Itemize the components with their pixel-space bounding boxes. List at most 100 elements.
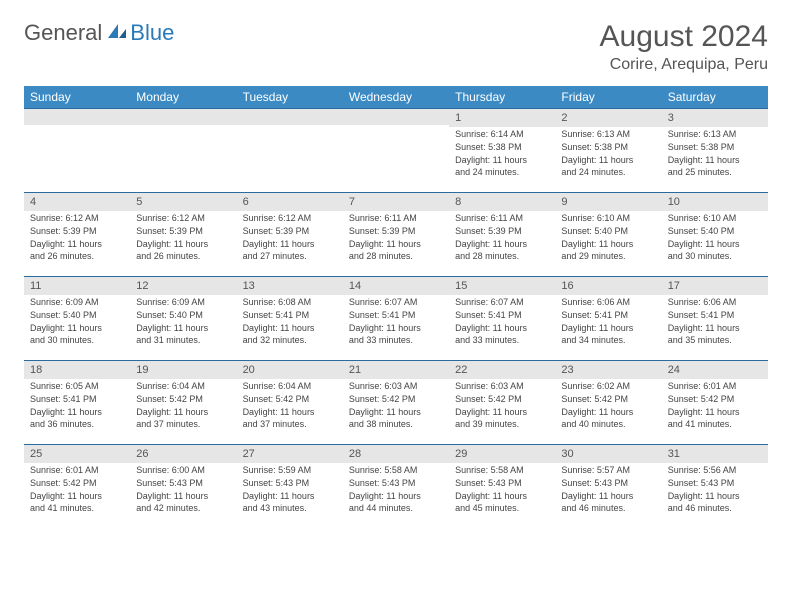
day-rise: Sunrise: 6:10 AM — [561, 213, 655, 225]
day-rise: Sunrise: 6:14 AM — [455, 129, 549, 141]
day-dl1: Daylight: 11 hours — [243, 323, 337, 335]
day-dl1: Daylight: 11 hours — [668, 155, 762, 167]
day-body: Sunrise: 6:10 AMSunset: 5:40 PMDaylight:… — [662, 211, 768, 268]
calendar-cell: 24Sunrise: 6:01 AMSunset: 5:42 PMDayligh… — [662, 361, 768, 445]
day-dl1: Daylight: 11 hours — [668, 323, 762, 335]
day-number-bar: 30 — [555, 445, 661, 463]
day-set: Sunset: 5:38 PM — [455, 142, 549, 154]
calendar-cell: 9Sunrise: 6:10 AMSunset: 5:40 PMDaylight… — [555, 193, 661, 277]
day-body: Sunrise: 6:10 AMSunset: 5:40 PMDaylight:… — [555, 211, 661, 268]
day-dl2: and 44 minutes. — [349, 503, 443, 515]
day-dl1: Daylight: 11 hours — [668, 239, 762, 251]
day-dl2: and 26 minutes. — [136, 251, 230, 263]
calendar-cell: 20Sunrise: 6:04 AMSunset: 5:42 PMDayligh… — [237, 361, 343, 445]
day-rise: Sunrise: 5:57 AM — [561, 465, 655, 477]
day-rise: Sunrise: 6:04 AM — [243, 381, 337, 393]
calendar-cell: 19Sunrise: 6:04 AMSunset: 5:42 PMDayligh… — [130, 361, 236, 445]
day-rise: Sunrise: 6:09 AM — [30, 297, 124, 309]
calendar-row: 11Sunrise: 6:09 AMSunset: 5:40 PMDayligh… — [24, 277, 768, 361]
day-dl1: Daylight: 11 hours — [349, 407, 443, 419]
calendar-cell: 27Sunrise: 5:59 AMSunset: 5:43 PMDayligh… — [237, 445, 343, 529]
day-number-bar: 24 — [662, 361, 768, 379]
location: Corire, Arequipa, Peru — [600, 56, 768, 74]
day-dl2: and 28 minutes. — [455, 251, 549, 263]
day-rise: Sunrise: 6:09 AM — [136, 297, 230, 309]
calendar-cell: 17Sunrise: 6:06 AMSunset: 5:41 PMDayligh… — [662, 277, 768, 361]
day-body: Sunrise: 6:05 AMSunset: 5:41 PMDaylight:… — [24, 379, 130, 436]
calendar-cell: 18Sunrise: 6:05 AMSunset: 5:41 PMDayligh… — [24, 361, 130, 445]
day-body: Sunrise: 5:56 AMSunset: 5:43 PMDaylight:… — [662, 463, 768, 520]
day-number-bar: 25 — [24, 445, 130, 463]
day-dl2: and 31 minutes. — [136, 335, 230, 347]
day-dl2: and 27 minutes. — [243, 251, 337, 263]
day-dl1: Daylight: 11 hours — [30, 323, 124, 335]
day-number-bar — [130, 109, 236, 125]
day-body: Sunrise: 6:06 AMSunset: 5:41 PMDaylight:… — [555, 295, 661, 352]
day-body: Sunrise: 6:09 AMSunset: 5:40 PMDaylight:… — [24, 295, 130, 352]
day-body: Sunrise: 6:07 AMSunset: 5:41 PMDaylight:… — [449, 295, 555, 352]
day-dl2: and 30 minutes. — [30, 335, 124, 347]
day-set: Sunset: 5:42 PM — [30, 478, 124, 490]
logo: General Blue — [24, 20, 174, 46]
day-number-bar: 8 — [449, 193, 555, 211]
day-dl2: and 37 minutes. — [136, 419, 230, 431]
day-dl1: Daylight: 11 hours — [668, 407, 762, 419]
day-set: Sunset: 5:42 PM — [561, 394, 655, 406]
calendar-table: SundayMondayTuesdayWednesdayThursdayFrid… — [24, 86, 768, 529]
day-rise: Sunrise: 6:13 AM — [668, 129, 762, 141]
calendar-cell: 31Sunrise: 5:56 AMSunset: 5:43 PMDayligh… — [662, 445, 768, 529]
day-dl2: and 24 minutes. — [561, 167, 655, 179]
day-set: Sunset: 5:39 PM — [455, 226, 549, 238]
calendar-cell: 10Sunrise: 6:10 AMSunset: 5:40 PMDayligh… — [662, 193, 768, 277]
day-number-bar: 19 — [130, 361, 236, 379]
day-rise: Sunrise: 6:02 AM — [561, 381, 655, 393]
day-rise: Sunrise: 6:05 AM — [30, 381, 124, 393]
day-dl1: Daylight: 11 hours — [30, 407, 124, 419]
day-body: Sunrise: 6:14 AMSunset: 5:38 PMDaylight:… — [449, 127, 555, 184]
day-dl2: and 35 minutes. — [668, 335, 762, 347]
day-dl1: Daylight: 11 hours — [455, 407, 549, 419]
day-number-bar: 14 — [343, 277, 449, 295]
day-dl2: and 29 minutes. — [561, 251, 655, 263]
day-body: Sunrise: 5:57 AMSunset: 5:43 PMDaylight:… — [555, 463, 661, 520]
day-dl1: Daylight: 11 hours — [561, 323, 655, 335]
calendar-row: 1Sunrise: 6:14 AMSunset: 5:38 PMDaylight… — [24, 109, 768, 193]
day-body: Sunrise: 6:12 AMSunset: 5:39 PMDaylight:… — [24, 211, 130, 268]
day-set: Sunset: 5:39 PM — [136, 226, 230, 238]
day-dl2: and 37 minutes. — [243, 419, 337, 431]
day-number-bar: 18 — [24, 361, 130, 379]
day-number-bar: 9 — [555, 193, 661, 211]
day-number-bar — [343, 109, 449, 125]
day-dl2: and 36 minutes. — [30, 419, 124, 431]
day-set: Sunset: 5:41 PM — [30, 394, 124, 406]
day-number-bar: 23 — [555, 361, 661, 379]
day-number-bar: 28 — [343, 445, 449, 463]
day-dl2: and 33 minutes. — [455, 335, 549, 347]
day-body: Sunrise: 6:06 AMSunset: 5:41 PMDaylight:… — [662, 295, 768, 352]
weekday-header: Saturday — [662, 86, 768, 109]
day-number-bar: 17 — [662, 277, 768, 295]
day-set: Sunset: 5:43 PM — [349, 478, 443, 490]
day-dl1: Daylight: 11 hours — [136, 491, 230, 503]
day-set: Sunset: 5:41 PM — [349, 310, 443, 322]
day-set: Sunset: 5:42 PM — [455, 394, 549, 406]
day-dl1: Daylight: 11 hours — [349, 323, 443, 335]
day-number-bar: 12 — [130, 277, 236, 295]
day-rise: Sunrise: 5:59 AM — [243, 465, 337, 477]
day-body: Sunrise: 6:04 AMSunset: 5:42 PMDaylight:… — [130, 379, 236, 436]
calendar-cell: 11Sunrise: 6:09 AMSunset: 5:40 PMDayligh… — [24, 277, 130, 361]
calendar-cell: 22Sunrise: 6:03 AMSunset: 5:42 PMDayligh… — [449, 361, 555, 445]
day-set: Sunset: 5:43 PM — [136, 478, 230, 490]
day-rise: Sunrise: 6:04 AM — [136, 381, 230, 393]
calendar-cell — [130, 109, 236, 193]
day-number-bar: 4 — [24, 193, 130, 211]
day-rise: Sunrise: 6:03 AM — [349, 381, 443, 393]
day-number-bar: 5 — [130, 193, 236, 211]
day-set: Sunset: 5:42 PM — [243, 394, 337, 406]
day-set: Sunset: 5:38 PM — [561, 142, 655, 154]
day-dl2: and 40 minutes. — [561, 419, 655, 431]
day-set: Sunset: 5:39 PM — [243, 226, 337, 238]
day-body: Sunrise: 5:58 AMSunset: 5:43 PMDaylight:… — [343, 463, 449, 520]
day-body: Sunrise: 6:13 AMSunset: 5:38 PMDaylight:… — [662, 127, 768, 184]
calendar-cell: 13Sunrise: 6:08 AMSunset: 5:41 PMDayligh… — [237, 277, 343, 361]
